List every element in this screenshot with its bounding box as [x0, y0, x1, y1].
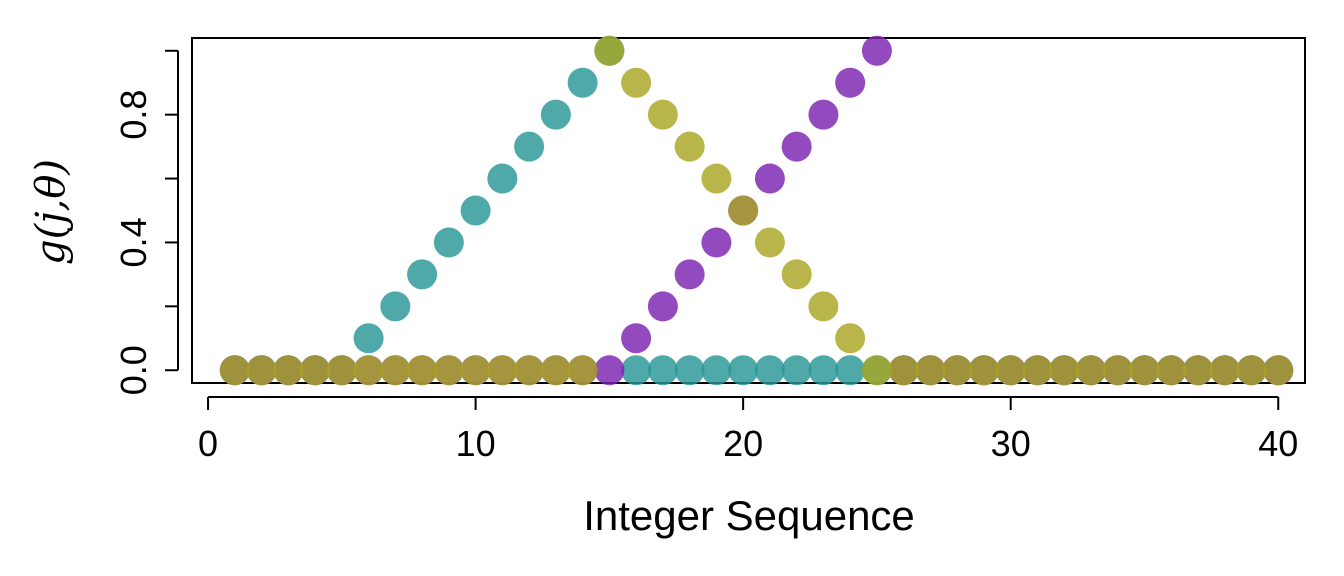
data-point-series-2 — [701, 227, 732, 258]
data-point-series-3 — [754, 227, 785, 258]
data-point-series-3 — [219, 355, 250, 386]
data-point-series-3 — [380, 355, 411, 386]
data-point-series-3 — [674, 131, 705, 162]
data-point-series-2 — [594, 355, 625, 386]
data-point-series-1 — [808, 355, 839, 386]
data-point-series-3 — [781, 259, 812, 290]
data-point-series-3 — [246, 355, 277, 386]
data-point-series-1 — [567, 67, 598, 98]
data-point-series-2 — [754, 163, 785, 194]
data-point-series-3 — [1049, 355, 1080, 386]
data-point-series-1 — [781, 355, 812, 386]
data-point-series-3 — [567, 355, 598, 386]
data-point-series-3 — [647, 99, 678, 130]
data-points — [219, 35, 1294, 386]
data-point-series-3 — [1022, 355, 1053, 386]
y-tick-label: 0.8 — [113, 90, 154, 140]
data-point-series-3 — [300, 355, 331, 386]
y-axis: 0.0 0.4 0.8 — [113, 49, 179, 395]
data-point-series-3 — [1075, 355, 1106, 386]
data-point-series-1 — [407, 259, 438, 290]
data-point-series-1 — [460, 195, 491, 226]
data-point-series-3 — [273, 355, 304, 386]
data-point-series-3 — [594, 35, 625, 66]
data-point-series-3 — [540, 355, 571, 386]
data-point-series-1 — [380, 291, 411, 322]
data-point-series-3 — [326, 355, 357, 386]
x-tick-label: 40 — [1258, 423, 1298, 464]
data-point-series-3 — [1209, 355, 1240, 386]
data-point-series-2 — [647, 291, 678, 322]
x-tick-label: 10 — [456, 423, 496, 464]
y-tick-label: 0.4 — [113, 217, 154, 267]
data-point-series-1 — [433, 227, 464, 258]
data-point-series-3 — [621, 67, 652, 98]
x-tick-label: 30 — [991, 423, 1031, 464]
data-point-series-3 — [888, 355, 919, 386]
data-point-series-2 — [621, 323, 652, 354]
data-point-series-3 — [514, 355, 545, 386]
data-point-series-1 — [701, 355, 732, 386]
data-point-series-3 — [1263, 355, 1294, 386]
data-point-series-2 — [861, 35, 892, 66]
data-point-series-3 — [353, 355, 384, 386]
data-point-series-3 — [995, 355, 1026, 386]
data-point-series-1 — [674, 355, 705, 386]
y-tick-label: 0.0 — [113, 345, 154, 395]
data-point-series-3 — [1236, 355, 1267, 386]
data-point-series-1 — [647, 355, 678, 386]
data-point-series-3 — [915, 355, 946, 386]
data-point-series-3 — [968, 355, 999, 386]
x-tick-label: 0 — [198, 423, 218, 464]
x-tick-label: 20 — [723, 423, 763, 464]
data-point-series-1 — [728, 355, 759, 386]
data-point-series-1 — [514, 131, 545, 162]
data-point-series-2 — [835, 67, 866, 98]
data-point-series-3 — [433, 355, 464, 386]
data-point-series-1 — [540, 99, 571, 130]
data-point-series-3 — [808, 291, 839, 322]
data-point-series-1 — [621, 355, 652, 386]
x-axis: 0 10 20 30 40 — [198, 396, 1298, 464]
data-point-series-3 — [1129, 355, 1160, 386]
x-axis-title: Integer Sequence — [583, 492, 915, 539]
data-point-series-3 — [861, 355, 892, 386]
data-point-series-3 — [835, 323, 866, 354]
data-point-series-3 — [1156, 355, 1187, 386]
data-point-series-3 — [728, 195, 759, 226]
y-axis-title: g(j,θ) — [28, 159, 74, 265]
data-point-series-3 — [942, 355, 973, 386]
data-point-series-1 — [835, 355, 866, 386]
data-point-series-3 — [460, 355, 491, 386]
data-point-series-2 — [808, 99, 839, 130]
data-point-series-1 — [487, 163, 518, 194]
data-point-series-3 — [407, 355, 438, 386]
data-point-series-2 — [674, 259, 705, 290]
data-point-series-1 — [353, 323, 384, 354]
data-point-series-1 — [754, 355, 785, 386]
data-point-series-3 — [1182, 355, 1213, 386]
data-point-series-3 — [1102, 355, 1133, 386]
data-point-series-3 — [487, 355, 518, 386]
data-point-series-2 — [781, 131, 812, 162]
data-point-series-3 — [701, 163, 732, 194]
